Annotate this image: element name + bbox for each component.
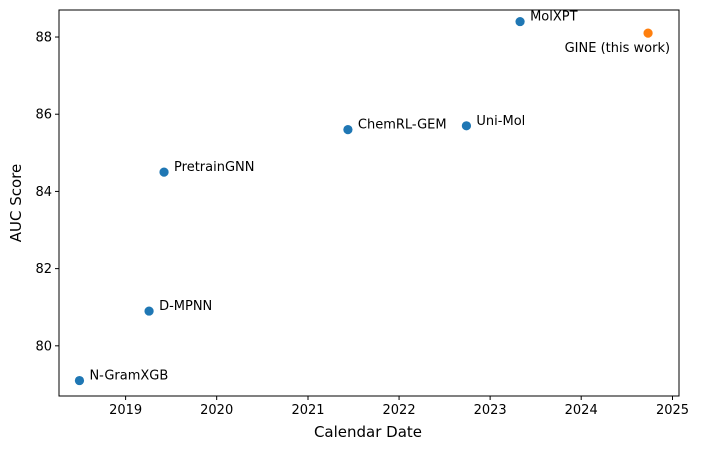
- point-labels: N-GramXGB D-MPNN PretrainGNN ChemRL-GEM Uni-…: [89, 10, 670, 384]
- y-tick-label: 80: [35, 339, 52, 354]
- point-label: PretrainGNN: [174, 160, 254, 175]
- y-axis-ticks: 80 82 84 86 88: [35, 31, 59, 354]
- x-axis-ticks: 2019 2020 2021 2022 2023 2024 2025: [109, 396, 689, 418]
- data-point: [144, 306, 154, 316]
- y-tick-label: 86: [35, 108, 52, 123]
- data-point: [461, 121, 472, 131]
- point-label: N-GramXGB: [89, 369, 168, 384]
- point-label: GINE (this work): [565, 41, 670, 56]
- data-point: [643, 28, 653, 38]
- point-label: Uni-Mol: [476, 114, 525, 129]
- x-tick-label: 2024: [565, 403, 598, 418]
- x-tick-label: 2022: [383, 403, 416, 418]
- y-tick-label: 88: [35, 31, 52, 46]
- x-tick-label: 2020: [200, 403, 233, 418]
- y-tick-label: 84: [35, 185, 52, 200]
- x-tick-label: 2021: [291, 403, 324, 418]
- data-point: [515, 16, 525, 27]
- y-tick-label: 82: [35, 262, 52, 277]
- data-point: [74, 375, 85, 386]
- data-point: [159, 167, 169, 177]
- data-point: [343, 125, 353, 135]
- x-tick-label: 2019: [109, 403, 142, 418]
- plot-frame: [58, 9, 680, 397]
- point-label: ChemRL-GEM: [358, 118, 447, 133]
- y-axis-title: AUC Score: [7, 164, 25, 243]
- point-label: D-MPNN: [159, 299, 212, 314]
- data-points: [74, 16, 653, 386]
- x-tick-label: 2023: [474, 403, 507, 418]
- x-axis-title: Calendar Date: [314, 423, 422, 441]
- x-tick-label: 2025: [656, 403, 689, 418]
- point-label: MolXPT: [530, 10, 578, 25]
